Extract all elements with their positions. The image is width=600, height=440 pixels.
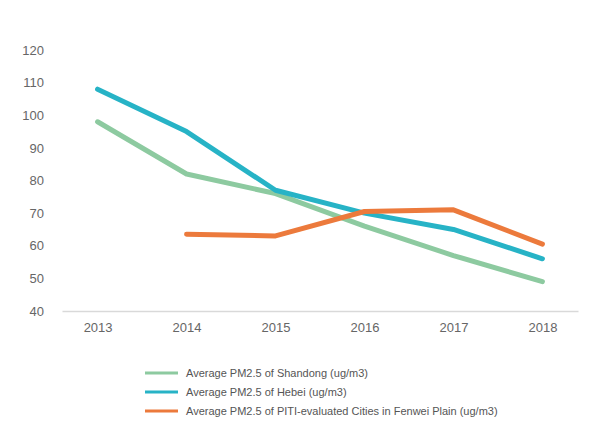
y-tick-label: 40 [30,304,44,319]
x-tick: 2015 [262,311,291,335]
y-tick: 60 [30,238,58,253]
x-tick-label: 2017 [439,320,468,335]
x-axis: 2013 2014 2015 2016 2017 2018 [63,311,579,335]
y-tick-label: 120 [22,43,44,58]
y-tick-label: 80 [30,173,44,188]
legend-swatch [145,391,178,394]
x-tick-label: 2016 [351,320,380,335]
y-tick-label: 90 [30,141,44,156]
x-tick: 2017 [439,311,468,335]
legend-swatch [145,410,178,413]
y-tick-label: 110 [23,75,44,90]
legend-item: Average PM2.5 of Hebei (ug/m3) [145,386,347,398]
y-tick-label: 50 [30,271,44,286]
legend-swatch [145,372,178,375]
x-tick-label: 2018 [528,320,557,335]
legend-item: Average PM2.5 of Shandong (ug/m3) [145,367,368,379]
x-tick: 2016 [351,311,380,335]
y-tick: 100 [22,108,58,123]
legend-label: Average PM2.5 of Hebei (ug/m3) [186,386,347,398]
x-tick: 2014 [173,311,202,335]
y-axis: 40 50 60 70 80 90 100 110 120 [22,43,58,319]
legend-label: Average PM2.5 of PITI-evaluated Cities i… [186,405,498,417]
y-tick: 90 [30,141,58,156]
y-axis-line [58,51,59,312]
y-tick: 40 [30,304,58,319]
series-line [98,89,543,259]
y-tick-label: 70 [30,206,44,221]
y-tick-label: 100 [22,108,44,123]
x-axis-line [63,311,579,313]
x-tick-label: 2015 [262,320,291,335]
x-tick-label: 2014 [173,320,202,335]
y-tick: 50 [30,271,58,286]
y-tick: 120 [22,43,58,58]
chart: 4050607080901001101202013201420152016201… [0,0,600,440]
legend-item: Average PM2.5 of PITI-evaluated Cities i… [145,405,498,417]
y-tick: 80 [30,173,58,188]
x-tick: 2018 [528,311,557,335]
x-tick: 2013 [84,311,113,335]
x-tick-label: 2013 [84,320,113,335]
y-tick-label: 60 [30,238,44,253]
series-line [187,210,543,244]
legend-label: Average PM2.5 of Shandong (ug/m3) [186,367,368,379]
legend: Average PM2.5 of Shandong (ug/m3) Average… [145,367,498,417]
plot-area [98,89,543,281]
y-tick: 70 [30,206,58,221]
y-tick: 110 [23,75,58,90]
